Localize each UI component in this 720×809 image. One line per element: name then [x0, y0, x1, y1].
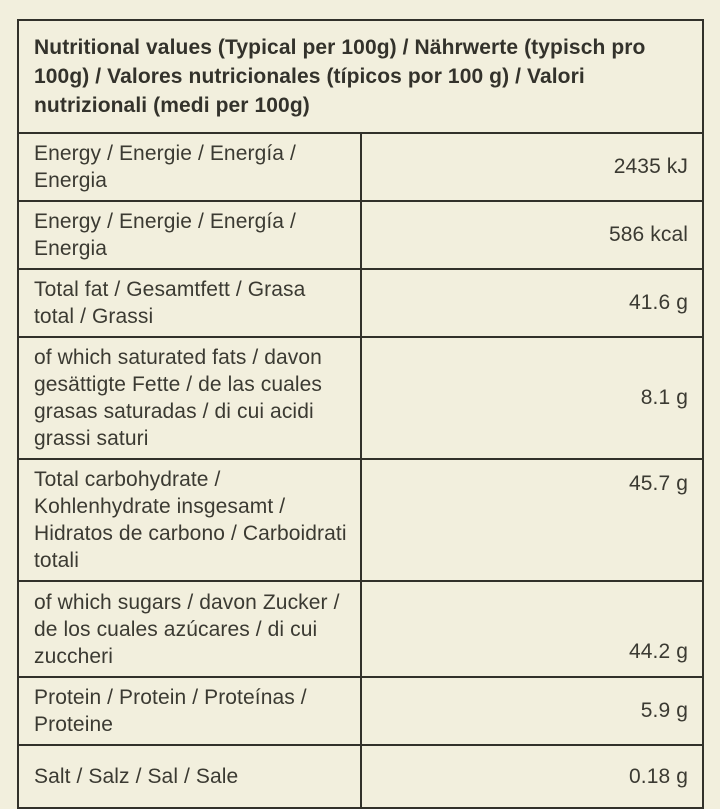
- table-row: Total fat / Gesamtfett / Grasa total / G…: [17, 268, 704, 338]
- row-value: 45.7 g: [359, 458, 704, 582]
- row-label: Salt / Salz / Sal / Sale: [17, 744, 362, 809]
- row-label: of which sugars / davon Zucker / de los …: [17, 580, 362, 678]
- table-row: Energy / Energie / Energía / Energia 586…: [17, 200, 704, 270]
- row-value: 0.18 g: [359, 744, 704, 809]
- row-label: Protein / Protein / Proteínas / Proteine: [17, 676, 362, 746]
- row-value: 586 kcal: [359, 200, 704, 270]
- nutrition-table: Nutritional values (Typical per 100g) / …: [17, 19, 704, 809]
- nutrition-label: { "header": { "title": "Nutritional valu…: [17, 19, 704, 809]
- table-row: of which saturated fats / davon gesättig…: [17, 336, 704, 460]
- row-label: Total fat / Gesamtfett / Grasa total / G…: [17, 268, 362, 338]
- row-label: Energy / Energie / Energía / Energia: [17, 132, 362, 202]
- row-value: 2435 kJ: [359, 132, 704, 202]
- table-row: Protein / Protein / Proteínas / Proteine…: [17, 676, 704, 746]
- table-title: Nutritional values (Typical per 100g) / …: [17, 19, 704, 134]
- row-label: Total carbohydrate / Kohlenhydrate insge…: [17, 458, 362, 582]
- row-value: 41.6 g: [359, 268, 704, 338]
- row-value: 44.2 g: [359, 580, 704, 678]
- row-label: Energy / Energie / Energía / Energia: [17, 200, 362, 270]
- table-row: Energy / Energie / Energía / Energia 243…: [17, 132, 704, 202]
- row-value: 8.1 g: [359, 336, 704, 460]
- table-header-row: Nutritional values (Typical per 100g) / …: [17, 19, 704, 134]
- table-row: Salt / Salz / Sal / Sale 0.18 g: [17, 744, 704, 809]
- table-row: of which sugars / davon Zucker / de los …: [17, 580, 704, 678]
- row-label: of which saturated fats / davon gesättig…: [17, 336, 362, 460]
- row-value: 5.9 g: [359, 676, 704, 746]
- table-row: Total carbohydrate / Kohlenhydrate insge…: [17, 458, 704, 582]
